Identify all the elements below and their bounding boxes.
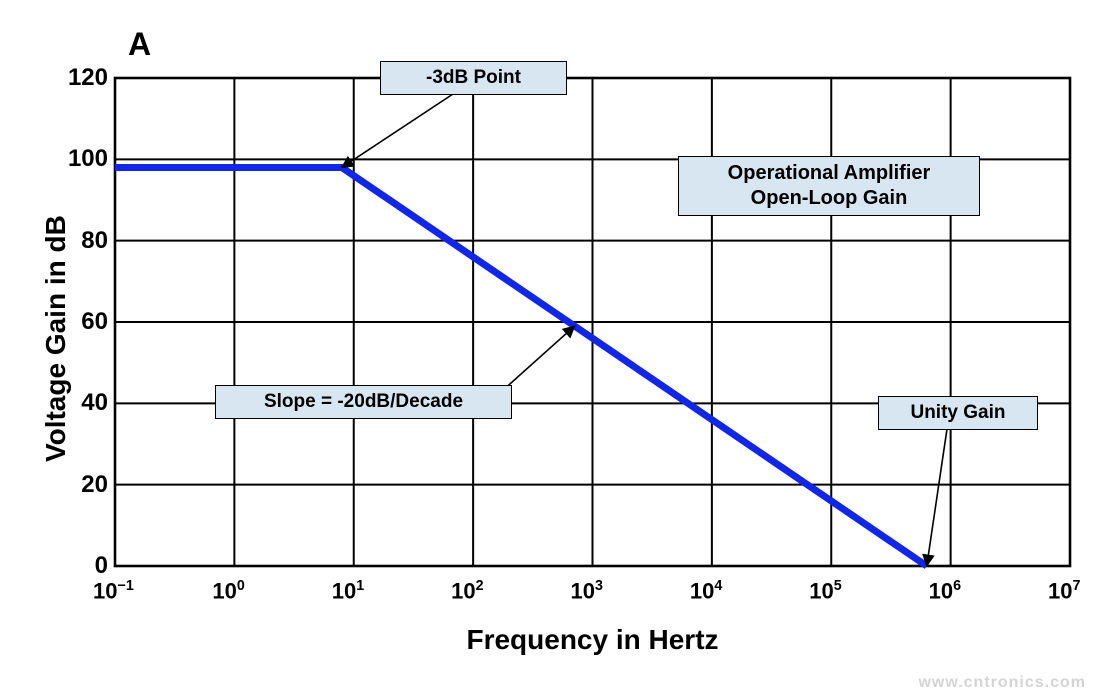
y-tick-label: 120 (53, 64, 108, 92)
x-tick-label: 104 (690, 578, 722, 604)
y-tick-label: 80 (53, 227, 108, 255)
x-tick-label: 107 (1048, 578, 1080, 604)
x-tick-label: 101 (332, 578, 364, 604)
watermark: www.cntronics.com (918, 674, 1086, 692)
x-tick-label: 102 (451, 578, 483, 604)
panel-label: A (128, 26, 151, 63)
three-db-callout: -3dB Point (380, 61, 567, 95)
chart-title-callout: Operational Amplifier Open-Loop Gain (678, 156, 980, 216)
chart-title-line2: Open-Loop Gain (751, 187, 908, 209)
slope-callout: Slope = -20dB/Decade (215, 385, 512, 419)
y-tick-label: 0 (53, 552, 108, 580)
x-tick-label: 100 (212, 578, 244, 604)
x-tick-label: 106 (929, 578, 961, 604)
unity-gain-callout: Unity Gain (878, 396, 1038, 430)
x-axis-title: Frequency in Hertz (393, 624, 793, 656)
x-tick-label: 105 (809, 578, 841, 604)
x-tick-label: 10−1 (93, 578, 134, 604)
y-tick-label: 60 (53, 308, 108, 336)
y-tick-label: 40 (53, 389, 108, 417)
x-tick-label: 103 (571, 578, 603, 604)
y-tick-label: 20 (53, 471, 108, 499)
chart-title-line1: Operational Amplifier (728, 162, 931, 184)
y-tick-label: 100 (53, 145, 108, 173)
